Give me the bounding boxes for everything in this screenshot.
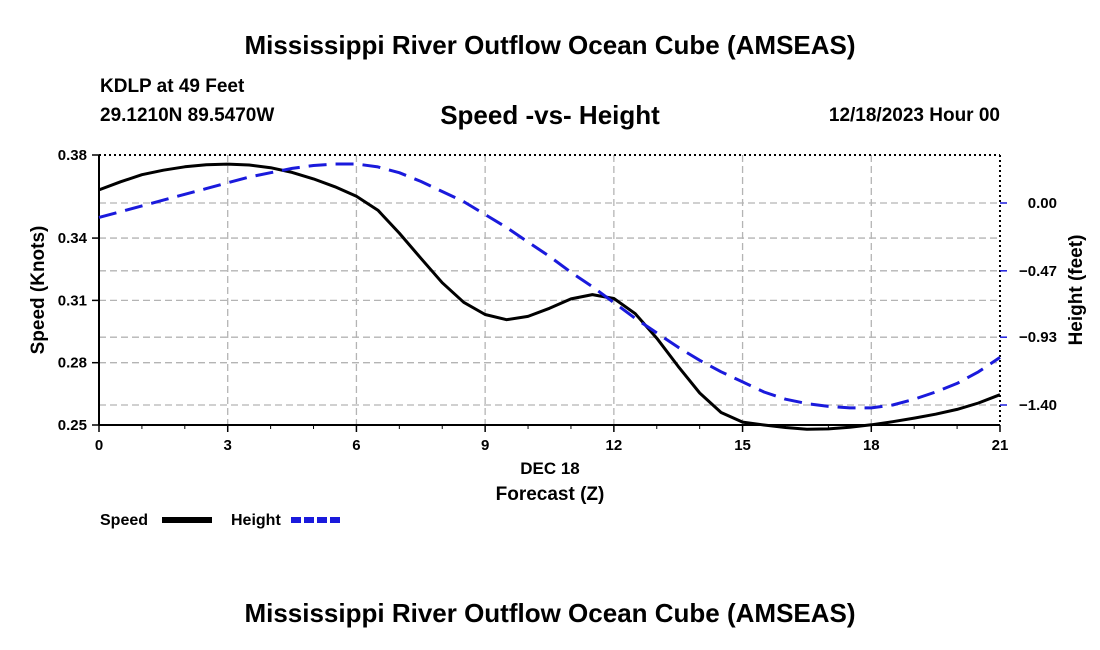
x-tick-label: 15 xyxy=(734,437,751,454)
x-tick-label: 21 xyxy=(992,437,1009,454)
x-tick-label: 18 xyxy=(863,437,880,454)
axes: 0 3 6 9 12 15 18 21 0.25 0.28 0.31 0.34 0.38 0.00 −0.4… xyxy=(58,147,1057,454)
x-tick-label: 12 xyxy=(606,437,623,454)
x-tick-label: 3 xyxy=(224,437,232,454)
y-tick-label: 0.25 xyxy=(58,417,87,434)
y2-tick-label: 0.00 xyxy=(1028,195,1057,212)
y2-tick-label: −0.47 xyxy=(1019,263,1057,280)
y-tick-label: 0.28 xyxy=(58,355,87,372)
x-axis-label: Forecast (Z) xyxy=(496,484,605,505)
y2-tick-label: −1.40 xyxy=(1019,397,1057,414)
y-tick-label: 0.34 xyxy=(58,230,88,247)
page-title: Mississippi River Outflow Ocean Cube (AM… xyxy=(244,30,856,60)
station-label: KDLP at 49 Feet xyxy=(100,76,245,97)
y-axis-label: Speed (Knots) xyxy=(28,226,49,355)
forecast-datetime: 12/18/2023 Hour 00 xyxy=(828,105,1000,126)
y2-axis-label: Height (feet) xyxy=(1066,235,1087,346)
chart-subtitle: Speed -vs- Height xyxy=(440,100,660,130)
legend-label-height: Height xyxy=(231,512,281,529)
series-line-height xyxy=(98,162,1001,410)
series xyxy=(98,162,1001,431)
series-line-speed xyxy=(98,162,1001,431)
legend-label-speed: Speed xyxy=(100,512,148,529)
x-axis-date-label: DEC 18 xyxy=(520,459,580,478)
y-tick-label: 0.38 xyxy=(58,147,87,164)
footer-title: Mississippi River Outflow Ocean Cube (AM… xyxy=(244,598,856,628)
y-tick-label: 0.31 xyxy=(58,292,87,309)
x-tick-label: 6 xyxy=(352,437,360,454)
legend: Speed Height xyxy=(100,512,343,529)
y2-tick-label: −0.93 xyxy=(1019,329,1057,346)
x-tick-label: 0 xyxy=(95,437,103,454)
coordinates-label: 29.1210N 89.5470W xyxy=(100,105,275,126)
grid xyxy=(99,155,1000,425)
speed-height-chart: 0 3 6 9 12 15 18 21 0.25 0.28 0.31 0.34 0.38 0.00 −0.4… xyxy=(28,147,1087,529)
x-tick-label: 9 xyxy=(481,437,489,454)
